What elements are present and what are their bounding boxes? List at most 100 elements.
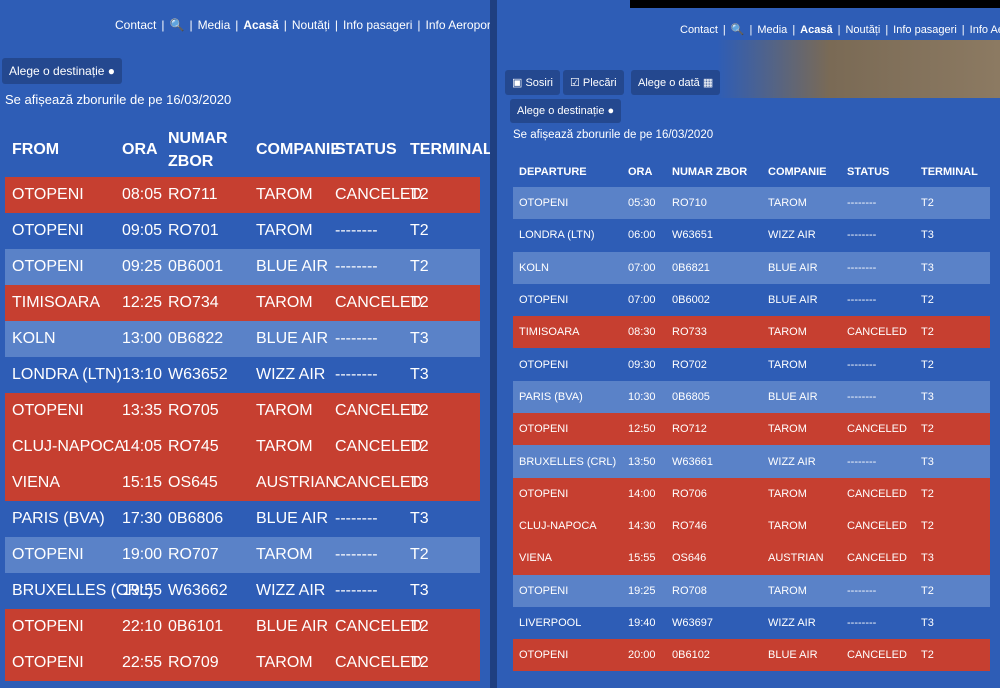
- nav-link[interactable]: Media: [757, 24, 788, 36]
- table-cell: 19:55: [122, 582, 163, 599]
- table-cell: OTOPENI: [12, 618, 84, 635]
- button-label: Alege o destinație: [517, 105, 605, 117]
- table-row: LONDRA (LTN) 06:00 W63651 WIZZ AIR -------- T…: [513, 219, 990, 252]
- table-cell: T3: [921, 229, 934, 242]
- table-row: TIMISOARA 12:25 RO734 TAROM CANCELED T2: [5, 285, 480, 321]
- table-cell: CANCELED: [847, 649, 907, 662]
- nav-link[interactable]: Info Aeroport: [425, 18, 490, 32]
- table-cell: CLUJ-NAPOCA: [12, 438, 125, 455]
- table-cell: CANCELED: [335, 474, 423, 491]
- destination-button[interactable]: Alege o destinație ●: [510, 99, 622, 123]
- header-cell: ORA: [628, 165, 653, 178]
- table-row: BRUXELLES (CRL) 13:50 W63661 WIZZ AIR ------…: [513, 445, 990, 478]
- nav-link[interactable]: Info pasageri: [343, 18, 413, 32]
- table-cell: --------: [335, 330, 378, 347]
- table-cell: 08:30: [628, 326, 656, 339]
- table-cell: T2: [410, 222, 429, 239]
- header-cell: COMPANIE: [768, 165, 827, 178]
- search-icon: 🔍: [169, 18, 185, 32]
- table-cell: --------: [847, 229, 877, 242]
- tab-button[interactable]: Alege o dată ▦: [631, 70, 721, 95]
- tab-icon: ▣: [512, 77, 526, 89]
- table-cell: 22:10: [122, 618, 163, 635]
- separator: |: [334, 18, 339, 32]
- nav-link[interactable]: Acasă: [800, 24, 833, 36]
- table-cell: --------: [335, 510, 378, 527]
- table-cell: TAROM: [256, 402, 313, 419]
- table-row: OTOPENI 09:30 RO702 TAROM -------- T2: [513, 348, 990, 381]
- table-row: VIENA 15:55 OS646 AUSTRIAN CANCELED T3: [513, 542, 990, 575]
- table-cell: T2: [921, 649, 934, 662]
- table-row: OTOPENI 20:00 0B6102 BLUE AIR CANCELED T2: [513, 639, 990, 672]
- nav-link[interactable]: Info Aeroport: [969, 24, 1000, 36]
- table-cell: CANCELED: [847, 552, 907, 565]
- nav-link[interactable]: Media: [197, 18, 231, 32]
- table-cell: 09:30: [628, 358, 656, 371]
- table-cell: W63661: [672, 455, 713, 468]
- table-cell: BLUE AIR: [256, 618, 329, 635]
- table-row: KOLN 07:00 0B6821 BLUE AIR -------- T3: [513, 251, 990, 284]
- table-cell: CANCELED: [335, 294, 423, 311]
- table-cell: --------: [335, 366, 378, 383]
- separator: |: [283, 18, 287, 32]
- nav-link[interactable]: Acasă: [243, 18, 279, 32]
- table-cell: T2: [921, 584, 934, 597]
- separator: |: [792, 24, 796, 36]
- table-cell: BLUE AIR: [768, 649, 818, 662]
- table-cell: T2: [410, 546, 429, 563]
- table-cell: 0B6102: [672, 649, 710, 662]
- tab-button[interactable]: ▣ Sosiri: [505, 70, 560, 95]
- table-cell: T3: [410, 510, 429, 527]
- separator: |: [189, 18, 193, 32]
- table-cell: CANCELED: [335, 438, 423, 455]
- table-cell: VIENA: [519, 552, 553, 565]
- header-cell: FROM: [12, 140, 60, 158]
- table-cell: --------: [847, 197, 877, 210]
- table-cell: TAROM: [256, 222, 313, 239]
- table-cell: 0B6821: [672, 261, 710, 274]
- table-row: CLUJ-NAPOCA 14:30 RO746 TAROM CANCELED T2: [513, 510, 990, 543]
- table-cell: W63652: [168, 366, 228, 383]
- separator: |: [837, 24, 841, 36]
- table-cell: T3: [410, 330, 429, 347]
- table-cell: CANCELED: [847, 487, 907, 500]
- table-cell: OTOPENI: [519, 197, 569, 210]
- background-image: [717, 40, 1000, 98]
- table-cell: T2: [921, 520, 934, 533]
- nav-link[interactable]: Contact: [115, 18, 157, 32]
- table-cell: 07:00: [628, 294, 656, 307]
- table-cell: T2: [410, 186, 429, 203]
- table-row: OTOPENI 13:35 RO705 TAROM CANCELED T2: [5, 393, 480, 429]
- destination-button[interactable]: Alege o destinație ●: [2, 58, 122, 84]
- table-cell: OS646: [672, 552, 707, 565]
- header-row: FROM ORA NUMAR ZBOR COMPANIE STATUS TERMINAL: [5, 124, 490, 175]
- table-cell: T3: [921, 617, 934, 630]
- table-cell: WIZZ AIR: [768, 617, 816, 630]
- table-cell: CANCELED: [335, 618, 423, 635]
- nav-link[interactable]: Contact: [680, 24, 718, 36]
- table-cell: 0B6101: [168, 618, 224, 635]
- table-row: LIVERPOOL 19:40 W63697 WIZZ AIR -------- T3: [513, 606, 990, 640]
- table-cell: --------: [847, 261, 877, 274]
- subtitle: Se afișează zborurile de pe 16/03/2020: [513, 129, 714, 141]
- nav-link[interactable]: Noutăți: [291, 18, 330, 32]
- nav-link[interactable]: Noutăți: [845, 24, 881, 36]
- table-row: TIMISOARA 08:30 RO733 TAROM CANCELED T2: [513, 316, 990, 349]
- separator: |: [885, 24, 889, 36]
- button-label: Alege o destinație: [9, 64, 105, 78]
- table-cell: RO705: [168, 402, 219, 419]
- table-cell: OTOPENI: [12, 546, 84, 563]
- table-cell: RO746: [672, 520, 707, 533]
- table-row: OTOPENI 22:55 RO709 TAROM CANCELED T2: [5, 645, 480, 681]
- nav-link[interactable]: Info pasageri: [893, 24, 957, 36]
- table-cell: CANCELED: [335, 654, 423, 671]
- left-panel: Contact | 🔍 | Media | Acasă | Noutăți | Info pasag…: [0, 0, 490, 688]
- tab-button[interactable]: ☑ Plecări: [563, 70, 624, 95]
- table-cell: RO709: [168, 654, 219, 671]
- separator: |: [722, 24, 726, 36]
- table-cell: RO711: [168, 186, 218, 203]
- table-cell: KOLN: [12, 330, 56, 347]
- table-cell: RO707: [168, 546, 219, 563]
- table-cell: 14:05: [122, 438, 163, 455]
- table-row: OTOPENI 09:25 0B6001 BLUE AIR -------- T2: [5, 249, 480, 285]
